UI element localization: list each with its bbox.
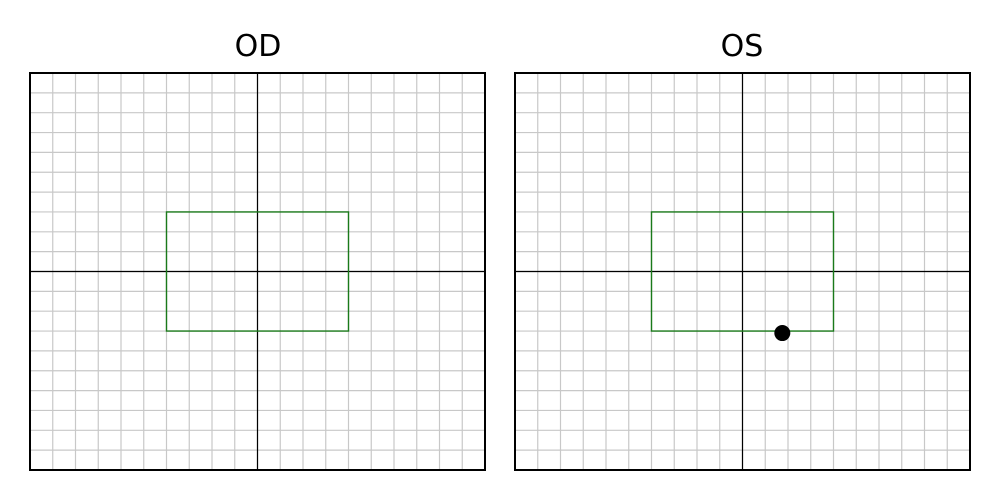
data-point	[774, 325, 791, 342]
panel-os: OS	[514, 29, 971, 471]
center-rectangle	[165, 211, 350, 332]
plot-frame	[514, 72, 971, 471]
panel-title-os: OS	[721, 29, 764, 64]
panel-od: OD	[29, 29, 486, 471]
panel-title-od: OD	[235, 29, 282, 64]
center-rectangle	[650, 211, 835, 332]
plot-frame	[29, 72, 486, 471]
